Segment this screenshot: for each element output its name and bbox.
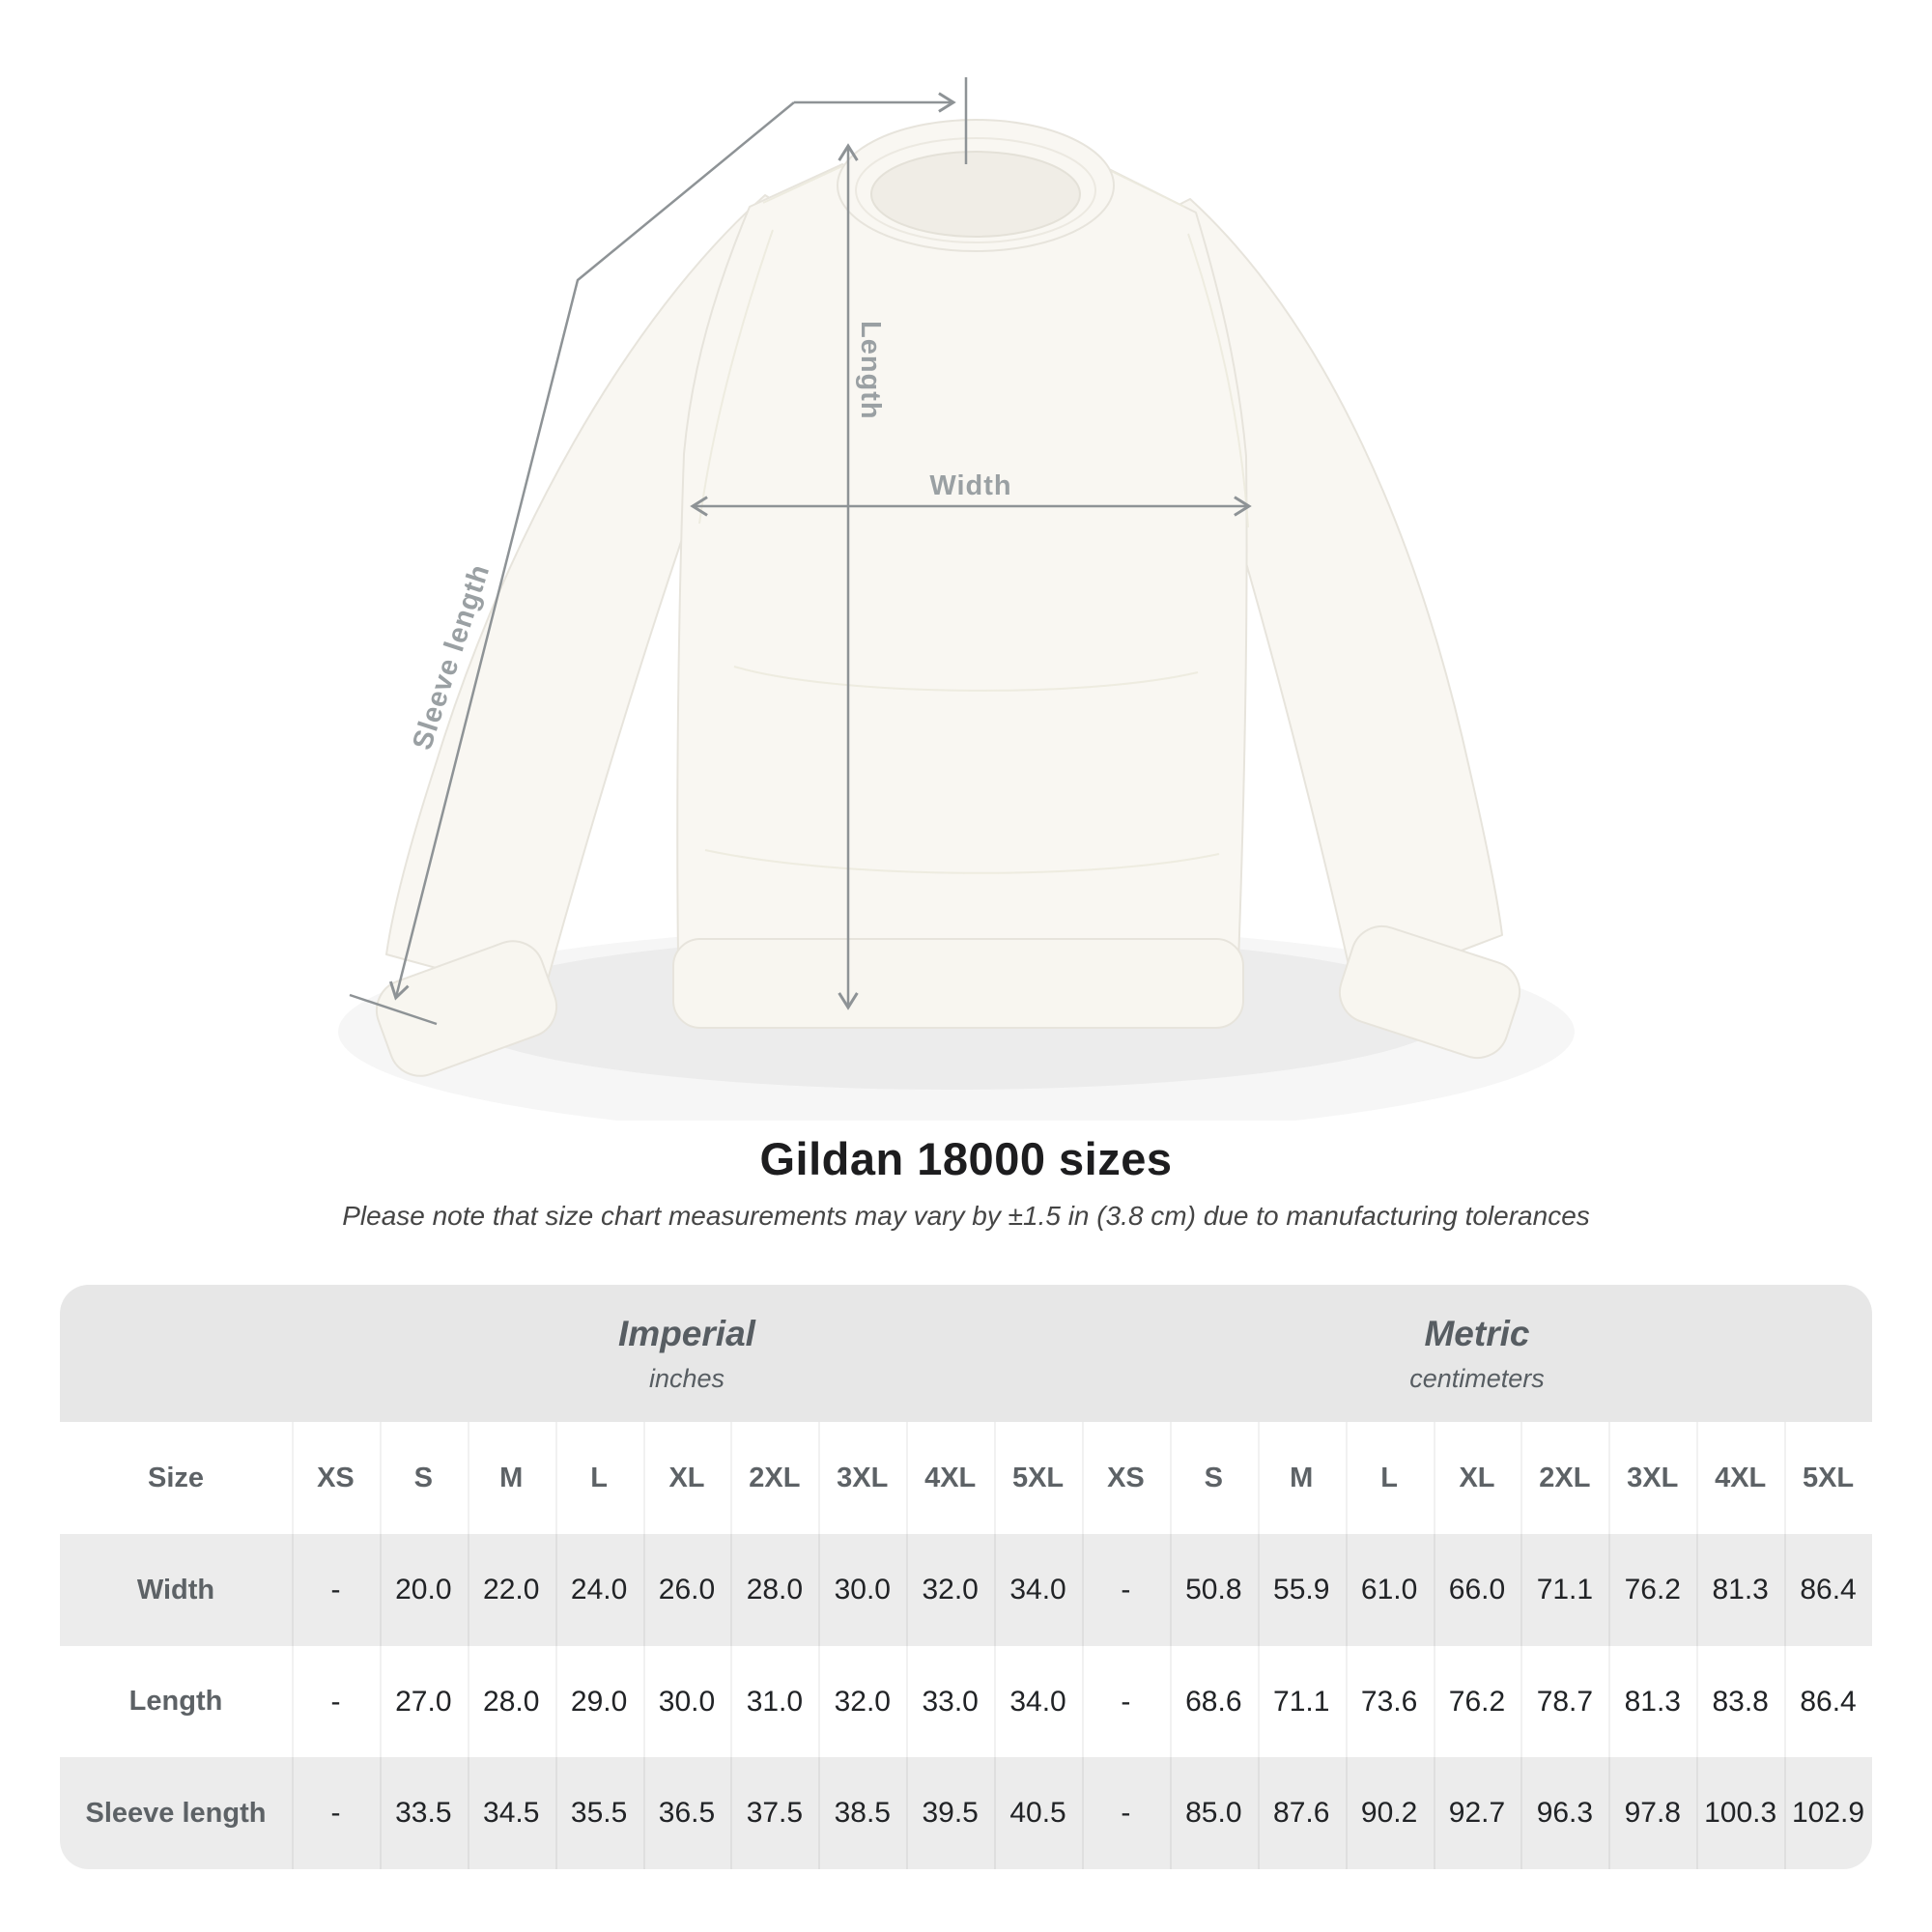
value-cell: 81.3 [1696, 1534, 1785, 1646]
metric-label: Metric [1424, 1313, 1530, 1353]
value-cell: 76.2 [1433, 1646, 1521, 1757]
measurement-diagram: Length Width Sleeve length [349, 77, 1521, 1090]
size-header-cell-metric-XS: XS [1081, 1422, 1170, 1534]
size-header-cell-imperial-3XL: 3XL [818, 1422, 907, 1534]
value-cell: 71.1 [1520, 1534, 1609, 1646]
value-cell: 96.3 [1520, 1757, 1609, 1869]
value-cell: 61.0 [1345, 1534, 1434, 1646]
value-cell: 33.0 [906, 1646, 995, 1757]
value-cell: 85.0 [1169, 1757, 1258, 1869]
value-cell: 33.5 [379, 1757, 468, 1869]
value-cell: 50.8 [1169, 1534, 1258, 1646]
size-header-cell-metric-3XL: 3XL [1608, 1422, 1697, 1534]
value-cell: - [292, 1646, 380, 1757]
measurement-lines [349, 77, 1252, 1026]
value-cell: 22.0 [467, 1534, 555, 1646]
metric-unit: centimeters [1409, 1363, 1545, 1393]
value-cell: 38.5 [818, 1757, 907, 1869]
size-header-cell-metric-2XL: 2XL [1520, 1422, 1609, 1534]
size-header-cell-metric-5XL: 5XL [1784, 1422, 1872, 1534]
sleeve-length-line [388, 101, 795, 1001]
value-cell: 86.4 [1784, 1534, 1872, 1646]
row-label-length: Length [60, 1646, 292, 1757]
imperial-group-header: Imperial inches [292, 1285, 1082, 1422]
value-cell: 34.0 [994, 1646, 1082, 1757]
value-cell: 76.2 [1608, 1534, 1697, 1646]
value-cell: 24.0 [554, 1534, 643, 1646]
value-cell: 90.2 [1345, 1757, 1434, 1869]
value-cell: 28.0 [730, 1534, 819, 1646]
value-cell: 28.0 [467, 1646, 555, 1757]
width-label: Width [929, 470, 1011, 501]
size-header-cell-imperial-XL: XL [642, 1422, 731, 1534]
value-cell: 87.6 [1257, 1757, 1346, 1869]
sweatshirt-diagram-svg: Length Width Sleeve length [349, 77, 1521, 1090]
size-header-cell-imperial-M: M [467, 1422, 555, 1534]
value-cell: 34.5 [467, 1757, 555, 1869]
value-cell: 32.0 [818, 1646, 907, 1757]
value-cell: 30.0 [642, 1646, 731, 1757]
row-label-width: Width [60, 1534, 292, 1646]
sleeve-end-tick [349, 993, 438, 1026]
tolerance-note: Please note that size chart measurements… [342, 1201, 1590, 1231]
value-cell: 97.8 [1608, 1757, 1697, 1869]
title-block: Gildan 18000 sizes Please note that size… [0, 1132, 1932, 1232]
size-header-cell-imperial-S: S [379, 1422, 468, 1534]
value-cell: 34.0 [994, 1534, 1082, 1646]
value-cell: 68.6 [1169, 1646, 1258, 1757]
value-cell: 32.0 [906, 1534, 995, 1646]
value-cell: 66.0 [1433, 1534, 1521, 1646]
value-cell: 86.4 [1784, 1646, 1872, 1757]
value-cell: 27.0 [379, 1646, 468, 1757]
value-cell: 78.7 [1520, 1646, 1609, 1757]
row-label-sleeve-length: Sleeve length [60, 1757, 292, 1869]
value-cell: 31.0 [730, 1646, 819, 1757]
value-cell: 100.3 [1696, 1757, 1785, 1869]
size-header-cell-imperial-4XL: 4XL [906, 1422, 995, 1534]
size-header-cell-imperial-2XL: 2XL [730, 1422, 819, 1534]
size-header-cell-imperial-XS: XS [292, 1422, 380, 1534]
value-cell: 29.0 [554, 1646, 643, 1757]
value-cell: 36.5 [642, 1757, 731, 1869]
size-column-header: Size [60, 1422, 292, 1534]
page-title: Gildan 18000 sizes [759, 1133, 1173, 1184]
size-header-cell-metric-L: L [1345, 1422, 1434, 1534]
value-cell: 71.1 [1257, 1646, 1346, 1757]
size-header-cell-metric-S: S [1169, 1422, 1258, 1534]
value-cell: - [292, 1757, 380, 1869]
value-cell: - [1081, 1646, 1170, 1757]
size-table: Imperial inches Metric centimeters Size X… [60, 1285, 1872, 1869]
value-cell: 73.6 [1345, 1646, 1434, 1757]
value-cell: 81.3 [1608, 1646, 1697, 1757]
value-cell: 55.9 [1257, 1534, 1346, 1646]
sweatshirt-illustration [375, 119, 1521, 1077]
value-cell: 102.9 [1784, 1757, 1872, 1869]
size-header-cell-metric-4XL: 4XL [1696, 1422, 1785, 1534]
value-cell: - [1081, 1757, 1170, 1869]
value-cell: 39.5 [906, 1757, 995, 1869]
band-corner [60, 1285, 292, 1422]
imperial-unit: inches [648, 1363, 725, 1393]
value-cell: 35.5 [554, 1757, 643, 1869]
value-cell: - [1081, 1534, 1170, 1646]
size-header-cell-imperial-5XL: 5XL [994, 1422, 1082, 1534]
value-cell: 26.0 [642, 1534, 731, 1646]
size-header-cell-imperial-L: L [554, 1422, 643, 1534]
value-cell: 92.7 [1433, 1757, 1521, 1869]
metric-group-header: Metric centimeters [1081, 1285, 1872, 1422]
value-cell: 20.0 [379, 1534, 468, 1646]
length-label: Length [855, 321, 886, 420]
value-cell: 83.8 [1696, 1646, 1785, 1757]
size-header-cell-metric-M: M [1257, 1422, 1346, 1534]
value-cell: 40.5 [994, 1757, 1082, 1869]
value-cell: - [292, 1534, 380, 1646]
size-header-cell-metric-XL: XL [1433, 1422, 1521, 1534]
imperial-label: Imperial [618, 1313, 755, 1353]
value-cell: 37.5 [730, 1757, 819, 1869]
value-cell: 30.0 [818, 1534, 907, 1646]
